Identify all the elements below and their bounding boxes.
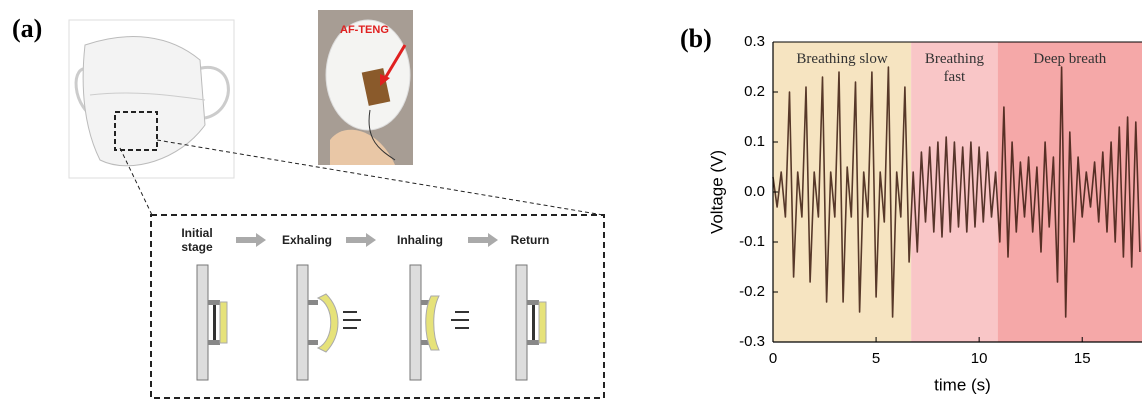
figure: -0.3 -0.2 -0.1 0.0 0.1 0.2 0.3 0 5 10 15 time (s) Vo…	[0, 0, 1142, 402]
y-tick-label: 0.2	[744, 83, 765, 100]
stage-label: Initial stage	[152, 226, 242, 254]
y-tick-label: 0.1	[744, 133, 765, 150]
mask-illustration	[69, 20, 234, 178]
stage-label: Inhaling	[375, 233, 465, 247]
y-tick-label: -0.2	[739, 283, 765, 300]
y-tick-label: -0.1	[739, 233, 765, 250]
y-axis-label: Voltage (V)	[707, 150, 726, 234]
x-tick-label: 15	[1074, 350, 1091, 367]
region-label: Breathing slow	[777, 50, 907, 68]
x-tick-label: 10	[971, 350, 988, 367]
region-label: Breathing fast	[889, 50, 1019, 86]
x-tick-label: 0	[769, 350, 777, 367]
panel-label: (b)	[680, 24, 712, 54]
panel-label: (a)	[12, 14, 42, 44]
stage-label: Return	[485, 233, 575, 247]
y-tick-label: 0.3	[744, 33, 765, 50]
photo-label: AF-TENG	[340, 24, 389, 36]
region-label: Deep breath	[1005, 50, 1135, 68]
x-tick-label: 5	[872, 350, 880, 367]
y-tick-label: -0.3	[739, 333, 765, 350]
stage-label: Exhaling	[262, 233, 352, 247]
chart: -0.3 -0.2 -0.1 0.0 0.1 0.2 0.3 0 5 10 15 time (s) Vo…	[707, 33, 1142, 395]
device-stages	[197, 265, 546, 380]
x-axis-label: time (s)	[934, 375, 991, 394]
y-tick-label: 0.0	[744, 183, 765, 200]
